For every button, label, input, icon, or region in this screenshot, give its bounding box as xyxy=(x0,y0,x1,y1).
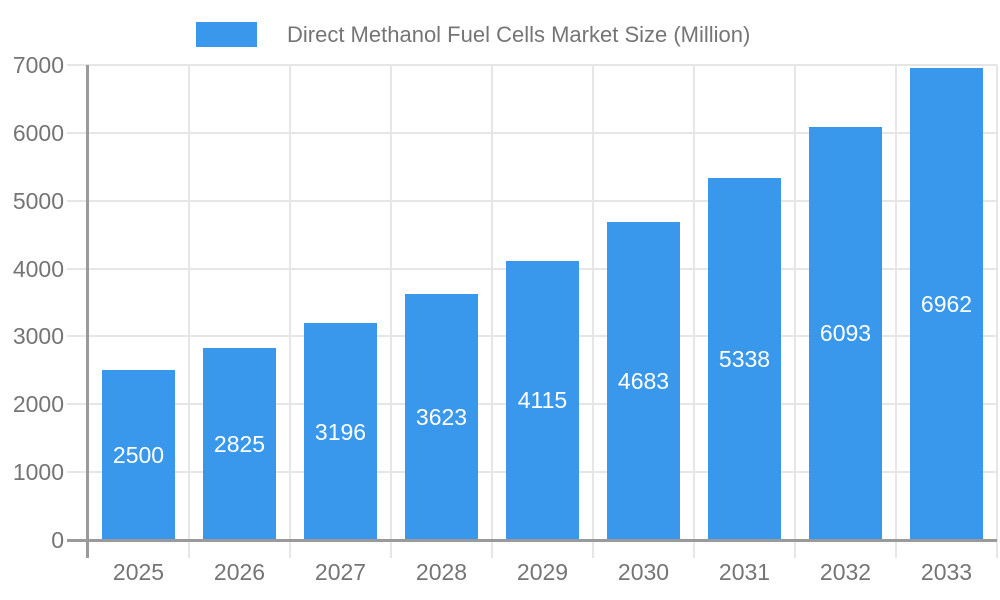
gridline-x-9 xyxy=(996,65,998,558)
bar-value-label-2027: 3196 xyxy=(314,418,367,445)
gridline-x-5 xyxy=(592,65,594,558)
bar-2030[interactable] xyxy=(607,222,680,540)
bar-value-label-2031: 5338 xyxy=(718,345,771,372)
y-axis-label: 6000 xyxy=(12,119,64,146)
y-axis-label: 2000 xyxy=(12,391,64,418)
x-axis-label-2033: 2033 xyxy=(920,559,973,585)
bar-value-label-2030: 4683 xyxy=(617,368,670,395)
bar-value-label-2025: 2500 xyxy=(112,442,165,469)
gridline-y-5000 xyxy=(67,199,997,202)
gridline-x-3 xyxy=(390,65,392,558)
legend-item[interactable]: Direct Methanol Fuel Cells Market Size (… xyxy=(196,22,750,47)
x-axis-label-2032: 2032 xyxy=(819,559,872,585)
y-axis-line xyxy=(86,65,89,558)
bar-value-label-2029: 4115 xyxy=(517,387,568,414)
y-axis-label: 1000 xyxy=(12,459,64,486)
x-axis-label-2029: 2029 xyxy=(516,559,569,585)
bar-2029[interactable] xyxy=(506,260,579,540)
y-axis-label: 7000 xyxy=(12,52,64,78)
bar-2027[interactable] xyxy=(304,323,377,540)
bar-2033[interactable] xyxy=(910,67,983,540)
gridline-x-1 xyxy=(188,65,190,558)
gridline-x-4 xyxy=(491,65,493,558)
legend-label: Direct Methanol Fuel Cells Market Size (… xyxy=(287,22,751,47)
gridline-y-7000 xyxy=(67,64,997,66)
bar-value-label-2028: 3623 xyxy=(415,404,468,431)
bar-2028[interactable] xyxy=(405,294,478,540)
bar-value-label-2033: 6962 xyxy=(920,290,973,317)
y-axis-label: 3000 xyxy=(12,323,64,350)
bar-2025[interactable] xyxy=(102,370,175,540)
bar-2026[interactable] xyxy=(203,348,276,540)
gridline-x-6 xyxy=(693,65,695,558)
y-axis-label: 5000 xyxy=(12,187,64,214)
gridline-y-6000 xyxy=(67,131,997,134)
bar-2032[interactable] xyxy=(809,126,882,540)
gridline-x-2 xyxy=(289,65,291,558)
x-axis-label-2030: 2030 xyxy=(617,559,670,585)
y-axis-label: 0 xyxy=(51,527,64,553)
x-axis-label-2026: 2026 xyxy=(213,559,266,585)
x-axis-label-2027: 2027 xyxy=(314,559,367,585)
bar-value-label-2032: 6093 xyxy=(819,320,872,347)
x-axis-label-2031: 2031 xyxy=(718,559,771,585)
bar-value-label-2026: 2825 xyxy=(213,431,266,458)
y-axis-label: 4000 xyxy=(12,255,64,282)
gridline-x-7 xyxy=(794,65,796,558)
x-axis-line xyxy=(67,539,997,542)
bar-2031[interactable] xyxy=(708,177,781,540)
x-axis-label-2028: 2028 xyxy=(415,559,468,585)
gridline-x-8 xyxy=(895,65,897,558)
legend-swatch xyxy=(196,22,257,47)
x-axis-label-2025: 2025 xyxy=(112,559,165,585)
